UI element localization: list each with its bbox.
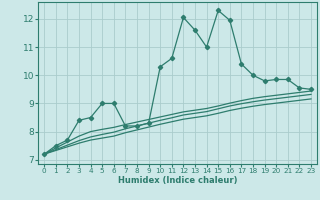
X-axis label: Humidex (Indice chaleur): Humidex (Indice chaleur) xyxy=(118,176,237,185)
